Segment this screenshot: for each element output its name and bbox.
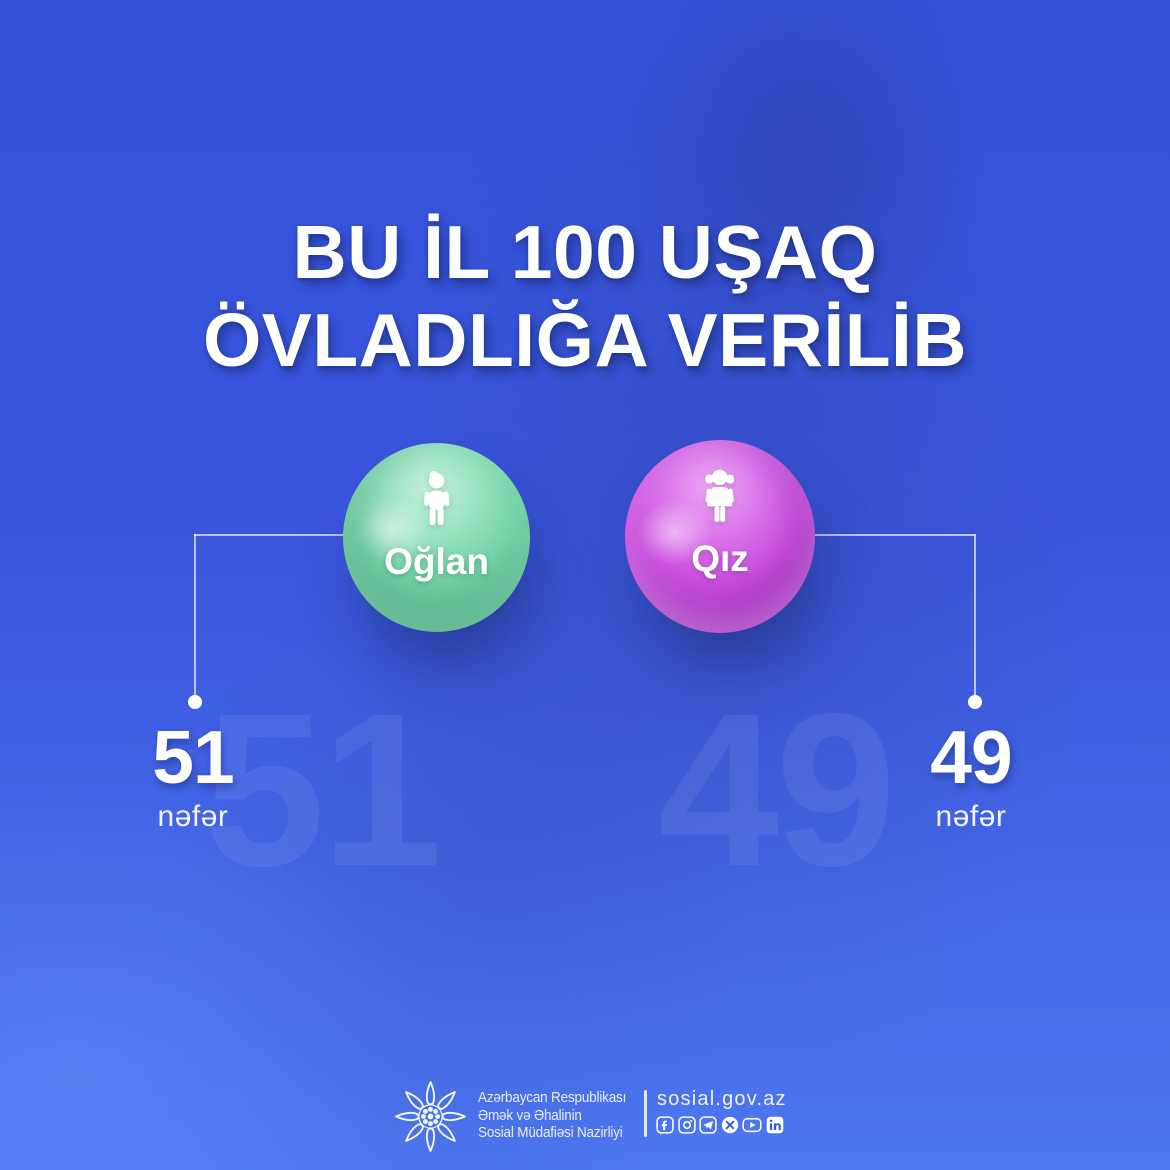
girl-unit: nəfər xyxy=(935,800,1007,833)
youtube-icon[interactable] xyxy=(742,1116,762,1134)
boy-icon xyxy=(423,471,450,526)
girl-icon xyxy=(705,469,735,523)
page-title: BU İL 100 UŞAQ ÖVLADLIĞA VERİLİB xyxy=(0,208,1170,384)
ministry-star-logo-icon xyxy=(395,1081,466,1152)
connector-right-vertical xyxy=(974,534,976,702)
ministry-line-1: Azərbaycan Respublikası xyxy=(478,1089,627,1106)
linkedin-icon[interactable] xyxy=(766,1116,784,1134)
website-link[interactable]: sosial.gov.az xyxy=(657,1088,787,1110)
ministry-line-3: Sosial Müdafiəsi Nazirliyi xyxy=(478,1124,623,1141)
ghost-number-right: 49 xyxy=(658,669,896,912)
connector-right-horizontal xyxy=(812,534,975,536)
boy-label: Oğlan xyxy=(384,541,489,582)
boy-stat: 51 nəfər xyxy=(98,720,288,834)
instagram-icon[interactable] xyxy=(677,1116,696,1134)
boy-unit: nəfər xyxy=(157,800,229,833)
girl-count: 49 xyxy=(930,715,1012,799)
title-line-2: ÖVLADLIĞA VERİLİB xyxy=(202,298,968,382)
title-line-1: BU İL 100 UŞAQ xyxy=(292,210,878,294)
girl-sphere: Qız xyxy=(625,440,815,633)
ministry-name: Azərbaycan Respublikası Əmək və Əhalinin… xyxy=(478,1089,626,1142)
telegram-icon[interactable] xyxy=(699,1116,717,1134)
footer-divider xyxy=(644,1090,647,1137)
connector-left-horizontal xyxy=(194,534,346,536)
ghost-number-left: 51 xyxy=(204,669,442,912)
boy-count: 51 xyxy=(152,715,234,799)
x-icon[interactable] xyxy=(721,1116,739,1134)
connector-left-dot xyxy=(188,695,202,709)
girl-stat: 49 nəfər xyxy=(876,720,1066,834)
facebook-icon[interactable] xyxy=(656,1116,674,1134)
social-icons-row xyxy=(656,1116,784,1134)
boy-sphere: Oğlan xyxy=(343,443,530,632)
connector-right-dot xyxy=(968,695,982,709)
connector-left-vertical xyxy=(194,534,196,702)
ministry-line-2: Əmək və Əhalinin xyxy=(478,1106,582,1124)
girl-label: Qız xyxy=(691,538,749,579)
